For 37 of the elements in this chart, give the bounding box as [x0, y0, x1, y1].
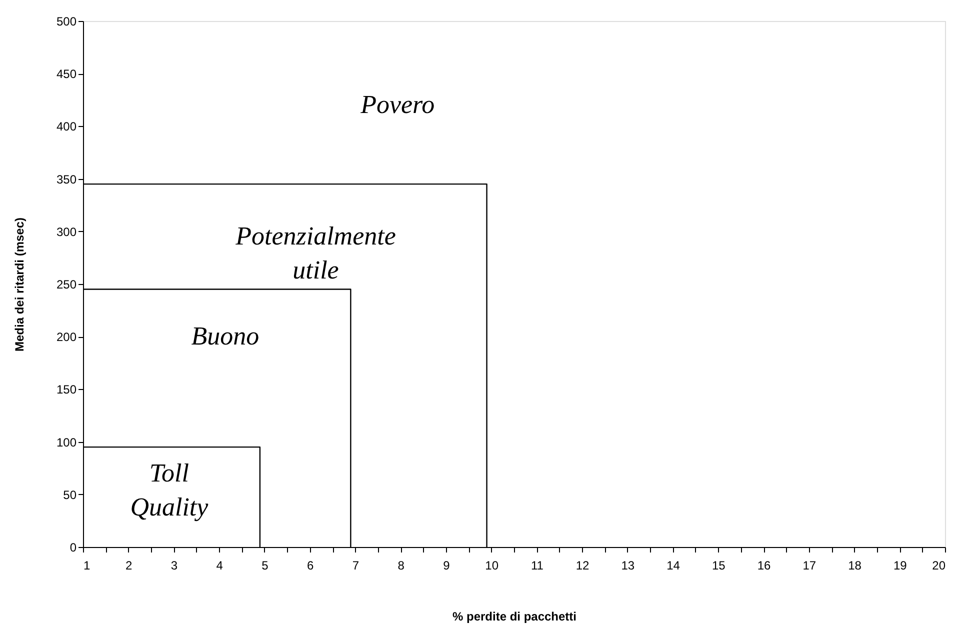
y-tick-label: 0	[70, 540, 77, 554]
x-tick-label: 9	[443, 558, 450, 572]
x-axis-title: % perdite di pacchetti	[452, 610, 577, 624]
x-tick-label: 6	[307, 558, 314, 572]
x-tick-label: 12	[576, 558, 590, 572]
x-tick-label: 7	[352, 558, 360, 572]
y-tick-label: 200	[56, 330, 77, 344]
y-tick-label: 500	[56, 14, 77, 28]
x-tick-label: 5	[262, 558, 269, 572]
x-tick-label: 19	[893, 558, 908, 572]
x-tick-label: 14	[666, 558, 680, 572]
x-tick-label: 20	[932, 558, 946, 572]
y-tick-label: 100	[56, 435, 77, 450]
x-tick-label: 1	[84, 558, 90, 572]
annotation: Povero	[360, 90, 435, 120]
x-tick-label: 2	[126, 558, 133, 572]
x-tick-label: 10	[485, 558, 499, 572]
y-axis-title: Media dei ritardi (msec)	[12, 217, 26, 352]
y-tick-label: 150	[56, 382, 77, 397]
y-tick-label: 450	[56, 67, 77, 82]
y-tick-label: 400	[56, 120, 77, 134]
y-tick-label: 250	[56, 278, 77, 292]
y-tick-label: 50	[63, 488, 77, 502]
x-tick-label: 8	[398, 558, 405, 572]
annotation: Toll Quality	[130, 458, 209, 522]
x-tick-label: 4	[216, 558, 224, 572]
x-tick-label: 16	[757, 558, 772, 572]
x-tick-label: 3	[170, 558, 178, 572]
x-tick-label: 18	[848, 558, 862, 572]
y-tick-label: 350	[56, 172, 77, 186]
x-tick-label: 15	[712, 558, 726, 572]
annotation: Potenzialmente utile	[234, 222, 396, 285]
y-tick-label: 300	[56, 224, 77, 239]
x-tick-label: 17	[802, 558, 816, 572]
x-tick-label: 11	[530, 558, 544, 572]
x-tick-label: 13	[621, 558, 635, 572]
annotation: Buono	[191, 322, 260, 351]
